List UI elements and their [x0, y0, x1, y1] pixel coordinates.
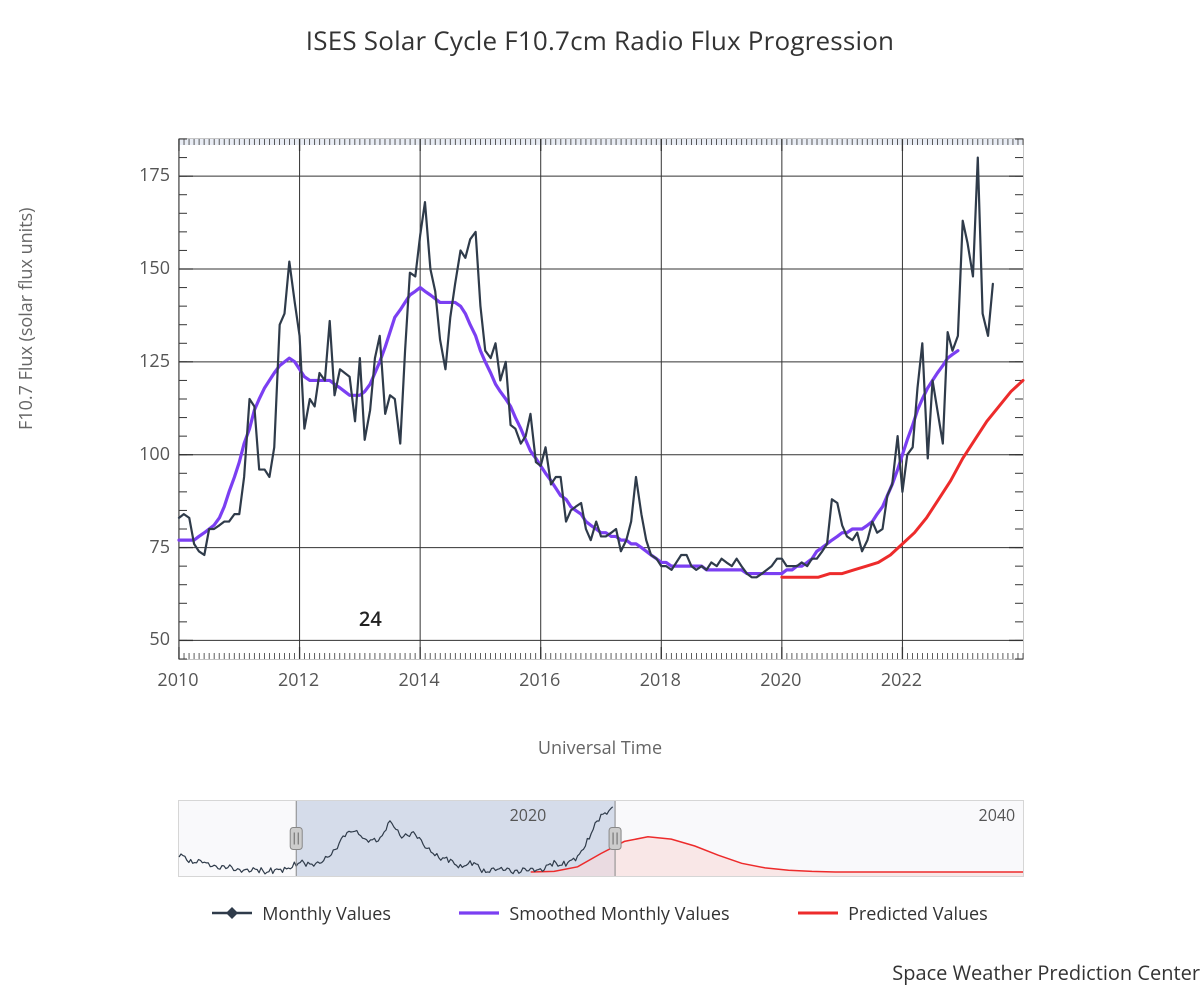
main-plot-svg	[179, 139, 1023, 659]
x-tick-label: 2022	[881, 668, 922, 692]
cycle-24-annotation: 24	[359, 605, 382, 632]
y-tick-label: 175	[110, 163, 170, 187]
range-navigator-svg	[179, 801, 1023, 876]
y-tick-label: 75	[110, 535, 170, 559]
legend-item-predicted[interactable]: Predicted Values	[798, 902, 988, 926]
x-tick-label: 2014	[399, 668, 440, 692]
y-tick-label: 50	[110, 627, 170, 651]
y-tick-label: 125	[110, 349, 170, 373]
legend-item-smoothed[interactable]: Smoothed Monthly Values	[459, 902, 729, 926]
legend-swatch-smoothed	[459, 902, 499, 926]
legend-label-monthly: Monthly Values	[262, 902, 391, 926]
x-tick-label: 2010	[157, 668, 198, 692]
legend-item-monthly[interactable]: Monthly Values	[212, 902, 391, 926]
chart-title: ISES Solar Cycle F10.7cm Radio Flux Prog…	[0, 0, 1200, 58]
chart-container: ISES Solar Cycle F10.7cm Radio Flux Prog…	[0, 0, 1200, 1000]
navigator-year-label: 2040	[979, 804, 1016, 826]
x-tick-label: 2012	[278, 668, 319, 692]
x-tick-label: 2016	[519, 668, 560, 692]
legend-label-smoothed: Smoothed Monthly Values	[509, 902, 729, 926]
legend: Monthly Values Smoothed Monthly Values P…	[178, 902, 1022, 926]
y-tick-label: 150	[110, 256, 170, 280]
y-axis-label: F10.7 Flux (solar flux units)	[14, 208, 38, 431]
x-axis-label: Universal Time	[0, 736, 1200, 760]
credit-text: Space Weather Prediction Center	[892, 959, 1200, 986]
y-tick-label: 100	[110, 442, 170, 466]
x-tick-label: 2018	[640, 668, 681, 692]
navigator-year-label: 2020	[510, 804, 547, 826]
main-plot[interactable]	[178, 138, 1024, 660]
navigator-handle[interactable]	[609, 828, 621, 850]
x-tick-label: 2020	[760, 668, 801, 692]
legend-swatch-predicted	[798, 902, 838, 926]
navigator-handle[interactable]	[290, 828, 302, 850]
range-navigator[interactable]	[178, 800, 1024, 877]
legend-label-predicted: Predicted Values	[848, 902, 988, 926]
legend-swatch-monthly	[212, 902, 252, 926]
